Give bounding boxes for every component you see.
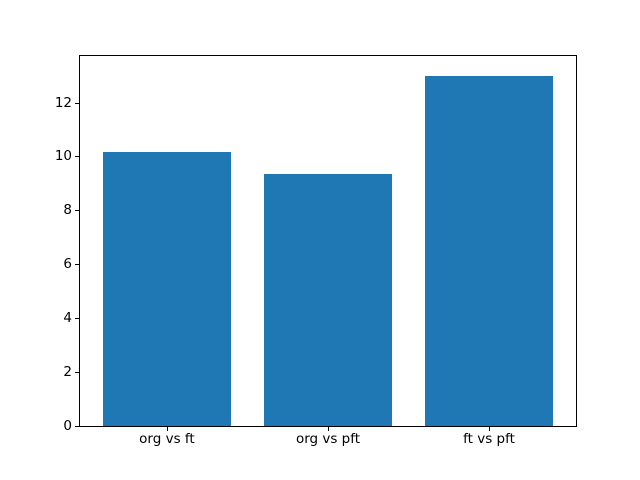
bar-ft-vs-pft bbox=[424, 76, 554, 426]
y-tick-label-2: 2 bbox=[63, 363, 72, 380]
x-tick-label-org-vs-ft: org vs ft bbox=[139, 431, 195, 447]
y-tick-label-6: 6 bbox=[63, 256, 72, 273]
y-tick-label-4: 4 bbox=[63, 309, 72, 326]
plot-area: org vs ft org vs pft ft vs pft 0 2 4 6 8 10 12 bbox=[55, 55, 577, 446]
y-tick-label-12: 12 bbox=[54, 94, 72, 111]
x-tick-label-org-vs-pft: org vs pft bbox=[295, 431, 361, 447]
bar-org-vs-ft bbox=[102, 151, 232, 426]
y-tick-mark-8 bbox=[75, 210, 79, 212]
x-tick-mark-org-vs-ft bbox=[166, 427, 168, 431]
y-tick-mark-12 bbox=[75, 102, 79, 104]
y-tick-label-0: 0 bbox=[63, 417, 72, 434]
x-tick-mark-org-vs-pft bbox=[328, 427, 329, 431]
y-tick-mark-10 bbox=[75, 156, 79, 158]
y-tick-label-8: 8 bbox=[63, 202, 72, 219]
y-tick-mark-4 bbox=[75, 317, 79, 319]
y-tick-mark-0 bbox=[75, 425, 79, 427]
x-tick-label-ft-vs-pft: ft vs pft bbox=[463, 431, 515, 447]
x-tick-mark-ft-vs-pft bbox=[489, 427, 491, 431]
y-tick-mark-6 bbox=[75, 264, 79, 266]
y-tick-label-10: 10 bbox=[54, 148, 72, 165]
bar-org-vs-pft bbox=[263, 174, 393, 426]
y-tick-mark-2 bbox=[75, 371, 79, 373]
